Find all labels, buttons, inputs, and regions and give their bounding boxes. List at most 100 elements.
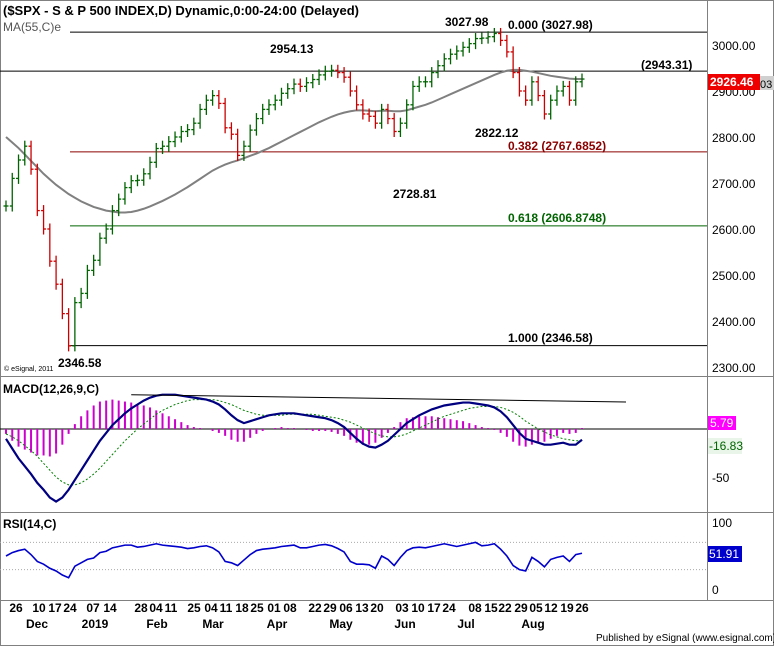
- x-day-label: 17: [427, 601, 441, 615]
- price-bar: [329, 64, 335, 77]
- x-day-label: 13: [355, 601, 369, 615]
- ma-polyline: [5, 68, 582, 214]
- price-bar: [335, 64, 341, 79]
- price-bar: [416, 76, 422, 92]
- price-bar: [9, 172, 15, 212]
- price-bar: [347, 71, 353, 97]
- price-bar: [16, 154, 22, 184]
- price-bar: [454, 45, 460, 60]
- price-bar: [285, 83, 291, 99]
- x-month-label: Feb: [146, 617, 167, 631]
- price-bar: [385, 103, 391, 125]
- x-day-label: 15: [484, 601, 498, 615]
- price-bar: [216, 90, 222, 109]
- price-bar: [460, 41, 466, 57]
- x-month-label: Apr: [267, 617, 288, 631]
- x-day-label: 20: [370, 601, 384, 615]
- high-annotation: 3027.98: [445, 15, 489, 29]
- macd-y-tick-minus50: -50: [712, 471, 730, 485]
- price-bar: [510, 46, 516, 79]
- rsi-chart: [0, 541, 707, 579]
- macd-trendline: [131, 394, 627, 403]
- price-bar: [153, 142, 159, 168]
- price-bar: [541, 90, 547, 120]
- price-bar: [178, 125, 184, 143]
- x-day-label: 07: [86, 601, 100, 615]
- chart-title: ($SPX - S & P 500 INDEX,D) Dynamic,0:00-…: [3, 3, 359, 18]
- rsi-value: 51.91: [709, 547, 739, 561]
- x-day-label: 17: [48, 601, 62, 615]
- price-bar: [84, 264, 90, 299]
- price-bars: [3, 27, 585, 352]
- publisher-footer: Published by eSignal (www.esignal.com): [596, 633, 774, 644]
- fib-0-label: 0.000 (3027.98): [508, 18, 593, 32]
- price-bar: [141, 168, 147, 186]
- x-day-label: 29: [514, 601, 528, 615]
- rsi-y-tick-0: 0: [712, 583, 719, 597]
- price-bar: [147, 156, 153, 180]
- last-price-suffix: 03: [760, 79, 772, 91]
- price-bar: [272, 94, 278, 111]
- x-day-label: 04: [204, 601, 218, 615]
- price-bar: [448, 48, 454, 65]
- x-day-label: 11: [165, 601, 178, 615]
- x-day-label: 10: [32, 601, 46, 615]
- price-bar: [304, 77, 310, 92]
- x-day-label: 22: [498, 601, 512, 615]
- price-bar: [366, 108, 372, 122]
- price-bar: [498, 27, 504, 46]
- price-bar: [579, 73, 585, 88]
- last-price-badge: [708, 74, 760, 90]
- x-month-label: Mar: [202, 617, 224, 631]
- macd-line: [5, 393, 583, 503]
- x-day-label: 18: [235, 601, 249, 615]
- rsi-label: RSI(14,C): [3, 517, 56, 531]
- price-bar: [397, 117, 403, 137]
- x-day-label: 22: [308, 601, 322, 615]
- fib-382-label: 0.382 (2767.6852): [508, 139, 606, 153]
- price-bar: [191, 117, 197, 136]
- price-bar: [103, 223, 109, 244]
- price-bar: [3, 200, 9, 212]
- price-bar: [560, 80, 566, 97]
- y-tick-2700: 2700.00: [712, 177, 756, 191]
- macd-value-badge: [708, 438, 742, 454]
- price-bar: [278, 87, 284, 106]
- price-bar: [297, 78, 303, 92]
- price-bar: [316, 69, 322, 86]
- price-bar: [128, 175, 134, 194]
- x-axis: 26 10 17 24 07 14 28 04 11 25 04 11 18 25 01 08 22 29 06 13…: [9, 601, 589, 631]
- price-bar: [322, 65, 328, 81]
- price-bar: [485, 31, 491, 44]
- price-bar: [554, 85, 560, 106]
- price-bar: [228, 122, 234, 140]
- price-bar: [354, 85, 360, 111]
- price-bar: [404, 99, 410, 129]
- price-bar: [372, 110, 378, 129]
- price-bar: [134, 174, 140, 187]
- price-bar: [91, 254, 97, 276]
- x-day-label: 14: [103, 601, 117, 615]
- price-bar: [41, 205, 47, 235]
- y-tick-2600: 2600.00: [712, 223, 756, 237]
- x-day-label: 06: [339, 601, 353, 615]
- price-bar: [97, 232, 103, 266]
- ma-line: [5, 68, 582, 214]
- price-bar: [241, 140, 247, 161]
- y-tick-2300: 2300.00: [712, 361, 756, 375]
- price-bar: [116, 193, 122, 217]
- x-day-label: 28: [134, 601, 148, 615]
- price-bar: [78, 287, 84, 309]
- macd-value: -16.83: [709, 439, 743, 453]
- x-day-label: 11: [220, 601, 233, 615]
- x-day-label: 04: [149, 601, 163, 615]
- price-bar: [210, 90, 216, 106]
- price-bar: [222, 97, 228, 134]
- y-tick-2400: 2400.00: [712, 315, 756, 329]
- jun-low-annotation: 2728.81: [393, 187, 437, 201]
- x-day-label: 08: [468, 601, 482, 615]
- price-bar: [422, 76, 428, 88]
- price-bar: [341, 67, 347, 83]
